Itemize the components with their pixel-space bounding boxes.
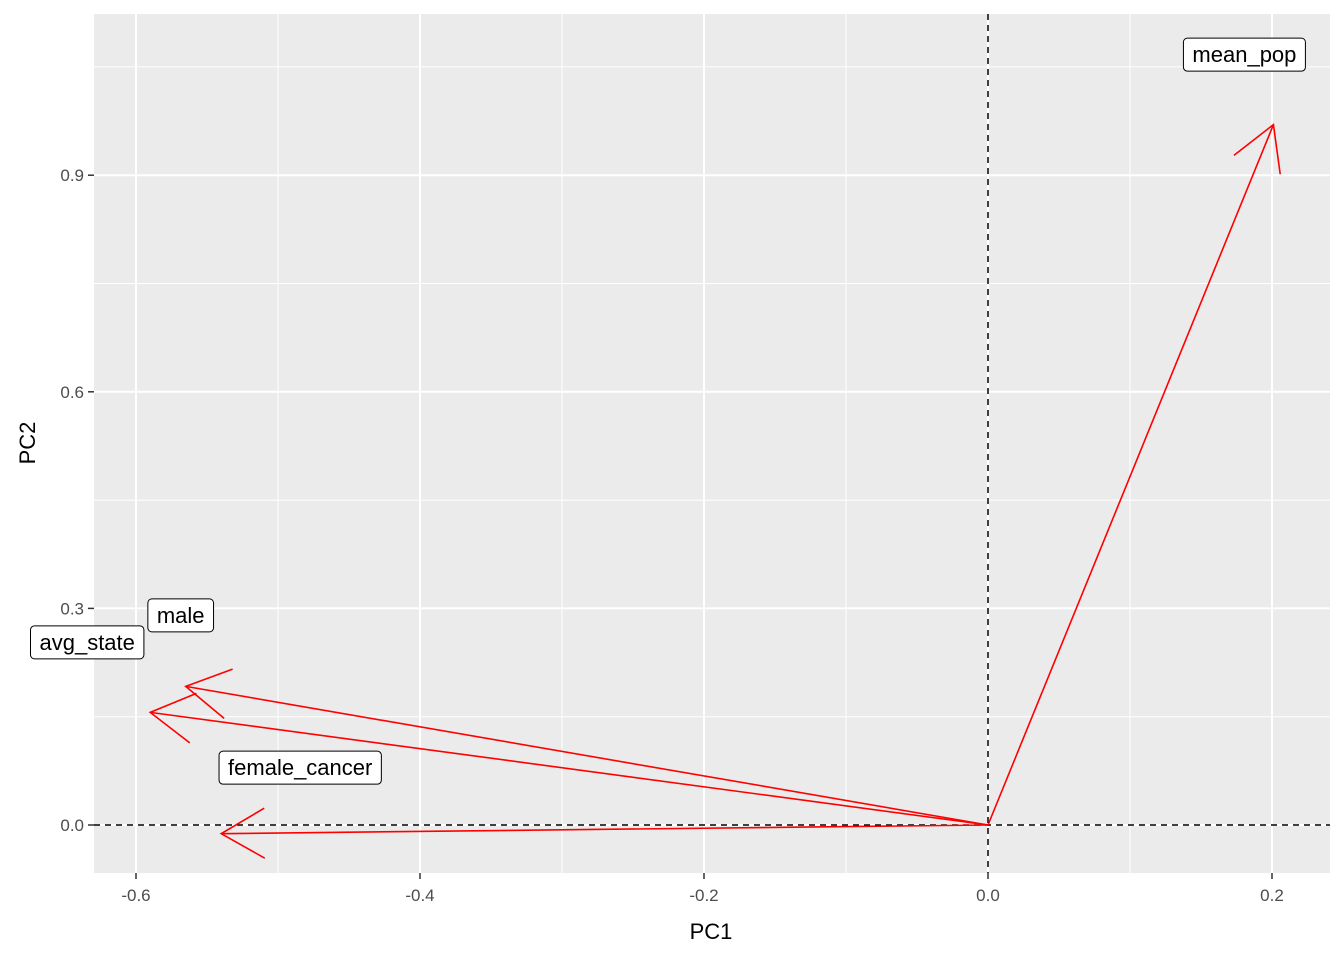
y-axis-title: PC2 <box>15 422 40 465</box>
vector-label-mean-pop: mean_pop <box>1182 37 1306 72</box>
x-tick-label: 0.2 <box>1260 886 1284 905</box>
x-tick-label: -0.6 <box>121 886 150 905</box>
vector-label-avg-state: avg_state <box>29 625 145 660</box>
label-text: female_cancer <box>228 755 372 780</box>
vector-line-female-cancer <box>221 824 989 835</box>
vector-arrowhead-female-cancer <box>219 807 266 859</box>
vector-label-female-cancer: female_cancer <box>218 750 382 785</box>
label-box <box>218 750 382 785</box>
y-tick-label: 0.0 <box>60 816 84 835</box>
y-tick-label: 0.3 <box>60 599 84 618</box>
label-text: mean_pop <box>1192 42 1296 67</box>
label-box <box>1182 37 1306 72</box>
vector-label-male: male <box>147 598 215 633</box>
vector-line-male <box>185 685 989 826</box>
label-text: avg_state <box>39 630 134 655</box>
vector-arrowhead-avg-state <box>148 692 197 744</box>
y-tick-label: 0.9 <box>60 166 84 185</box>
reference-lines <box>94 14 1330 873</box>
minor-grid <box>94 14 1330 873</box>
x-tick-label: 0.0 <box>976 886 1000 905</box>
label-box <box>147 598 215 633</box>
y-tick-label: 0.6 <box>60 383 84 402</box>
y-axis: 0.0 0.3 0.6 0.9 <box>60 166 94 835</box>
label-text: male <box>157 603 205 628</box>
vector-line-avg-state <box>150 711 989 826</box>
x-axis-title: PC1 <box>690 919 733 944</box>
loading-vectors <box>148 123 1282 859</box>
x-tick-label: -0.4 <box>405 886 434 905</box>
vector-line-mean-pop <box>987 124 1275 826</box>
x-tick-label: -0.2 <box>689 886 718 905</box>
panel-background <box>94 14 1330 873</box>
vector-arrowhead-mean-pop <box>1233 123 1282 175</box>
label-box <box>29 625 145 660</box>
vector-arrowhead-male <box>184 668 233 719</box>
x-axis: -0.6 -0.4 -0.2 0.0 0.2 <box>121 873 1284 905</box>
